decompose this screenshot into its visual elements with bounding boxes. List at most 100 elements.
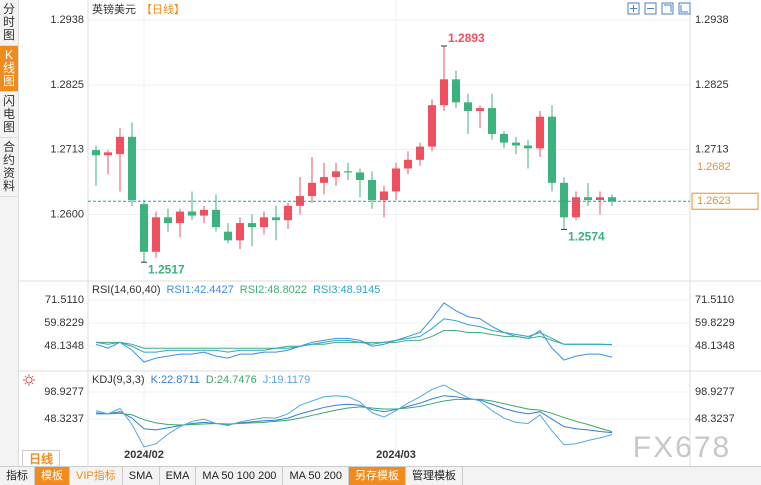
candle-body: [608, 197, 616, 202]
x-tick-label: 2024/03: [376, 449, 416, 461]
y-tick-label-right: 71.5110: [695, 294, 734, 306]
y-tick-label-right: 1.2825: [695, 79, 729, 91]
sidebar-tab[interactable]: 分时图: [0, 0, 18, 46]
toolbar-button[interactable]: VIP指标: [70, 467, 123, 485]
extreme-label: 1.2574: [568, 230, 605, 244]
candle-body: [164, 217, 172, 224]
y-tick-label-right: 48.1348: [695, 340, 735, 352]
y-tick-label: 1.2938: [50, 14, 84, 26]
y-tick-label: 1.2713: [50, 143, 84, 155]
candle-body: [212, 209, 220, 228]
candle-body: [380, 191, 388, 201]
x-tick-label: 2024/02: [124, 449, 164, 461]
legend-entry: K:22.8711: [151, 374, 200, 386]
toolbar-button[interactable]: 管理模板: [406, 467, 464, 485]
indicator-line: [95, 302, 613, 363]
candle-body: [236, 223, 244, 241]
toolbar-button[interactable]: MA 50 200: [283, 467, 350, 485]
toolbar-button[interactable]: MA 50 100 200: [196, 467, 284, 485]
toolbar-button[interactable]: EMA: [160, 467, 197, 485]
extreme-label: 1.2893: [448, 31, 485, 45]
sidebar-tab[interactable]: 合约资料: [0, 138, 18, 197]
icon-glyph: [630, 4, 688, 13]
period-tab[interactable]: 日线: [22, 450, 60, 467]
candle-body: [176, 211, 184, 224]
icon[interactable]: [627, 2, 640, 15]
y-tick-label: 48.3237: [44, 413, 84, 425]
candle-body: [416, 146, 424, 160]
candle-body: [560, 182, 568, 218]
icon[interactable]: [678, 2, 691, 15]
y-tick-label-right: 59.8229: [695, 317, 735, 329]
indicator-line: [96, 330, 613, 349]
toolbar-icons[interactable]: [627, 2, 691, 15]
last-price-box: [691, 192, 759, 210]
candle-body: [260, 217, 268, 228]
candle-body: [464, 102, 472, 111]
legend-entry: RSI2:48.8022: [240, 284, 307, 296]
candle-body: [92, 150, 100, 156]
candle-body: [452, 79, 460, 103]
candle-body: [152, 217, 160, 252]
y-tick-label-right: 1.2713: [695, 143, 729, 155]
legend-entry: D:24.7476: [206, 374, 257, 386]
extreme-label: 1.2517: [148, 262, 185, 276]
candle-body: [344, 171, 352, 173]
candle-body: [104, 152, 112, 156]
candle-body: [596, 197, 604, 201]
candle-body: [188, 211, 196, 216]
chart: 英镑美元 【日线】 1.2938 1.2938 1.2825 1.2825 1.2713…: [18, 0, 761, 466]
y-tick-label-right: 1.2938: [695, 14, 729, 26]
candle-body: [572, 197, 580, 218]
candle-body: [200, 209, 208, 216]
toolbar-button[interactable]: 模板: [35, 467, 70, 485]
candle-body: [488, 108, 496, 134]
legend-entry: RSI3:48.9145: [313, 284, 380, 296]
candle-body: [368, 179, 376, 201]
candle-body: [332, 171, 340, 178]
indicator-line: [96, 398, 613, 433]
marker-price: 1.2682: [697, 161, 731, 173]
candle-body: [140, 204, 148, 252]
indicator-title: RSI(14,60,40): [92, 284, 160, 296]
y-tick-label: 59.8229: [44, 317, 84, 329]
y-tick-label: 1.2600: [50, 208, 84, 220]
toolbar-button[interactable]: 指标: [0, 467, 35, 485]
last-price-label: 1.2623: [697, 195, 731, 207]
sidebar-tab[interactable]: 闪电图: [0, 92, 18, 138]
y-tick-label: 48.1348: [44, 340, 84, 352]
kdj-icon: [23, 374, 35, 386]
candle-body: [224, 231, 232, 241]
toolbar-button[interactable]: 另存模板: [349, 467, 407, 485]
y-tick-label: 98.9277: [44, 386, 84, 398]
candle-body: [512, 142, 520, 146]
bottom-toolbar: 指标 模板 VIP指标 SMA EMA MA 50 100 200 MA 50 200 另存模…: [0, 466, 761, 485]
icon[interactable]: [644, 2, 657, 15]
candle-body: [500, 133, 508, 143]
y-tick-label: 1.2825: [50, 79, 84, 91]
candle-body: [404, 159, 412, 169]
indicator-title: KDJ(9,3,3): [92, 374, 145, 386]
candle-body: [392, 168, 400, 192]
candle-body: [428, 105, 436, 147]
candle-body: [476, 108, 484, 111]
candle-body: [536, 116, 544, 149]
sidebar: 分时图 K线图 闪电图 合约资料: [0, 0, 19, 466]
icon[interactable]: [661, 2, 674, 15]
indicator-line: [95, 384, 613, 448]
legend-entry: RSI1:42.4427: [166, 284, 233, 296]
legend-entry: J:19.1179: [263, 374, 311, 386]
sidebar-tab[interactable]: K线图: [0, 46, 18, 92]
y-tick-label: 71.5110: [45, 294, 84, 306]
y-tick-label-right: 98.9277: [695, 386, 735, 398]
candle-body: [440, 79, 448, 106]
candle-body: [128, 136, 136, 201]
candle-body: [308, 182, 316, 197]
candle-body: [248, 223, 256, 228]
candle-body: [548, 116, 556, 183]
candle-body: [284, 205, 292, 221]
toolbar-button[interactable]: SMA: [123, 467, 160, 485]
candle-body: [356, 172, 364, 180]
y-tick-label-right: 48.3237: [695, 413, 735, 425]
